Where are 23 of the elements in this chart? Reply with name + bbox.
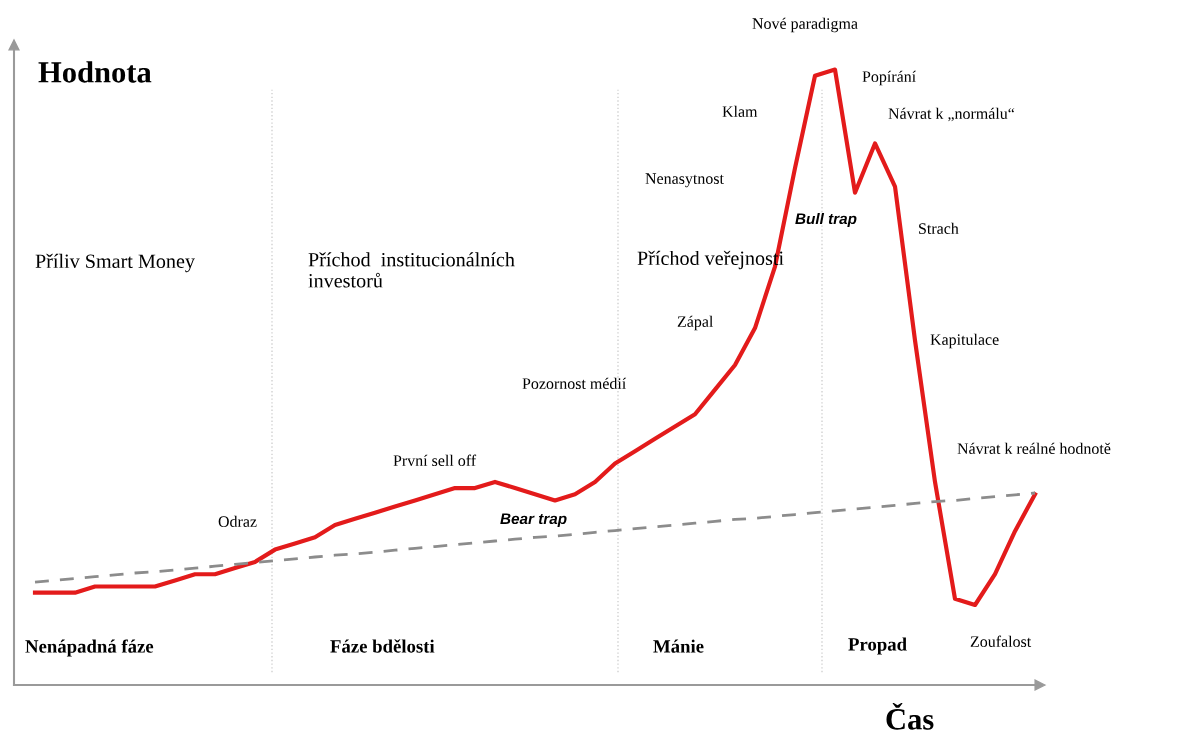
x-axis-title: Čas	[886, 702, 934, 730]
annotation: Pozornost médií	[522, 377, 627, 389]
annotation: Návrat k „normálu“	[888, 107, 1015, 122]
y-axis-title: Hodnota	[38, 61, 152, 83]
annotation: Kapitulace	[930, 333, 999, 349]
annotation: Strach	[919, 222, 959, 234]
annotation: Mánie	[653, 639, 704, 653]
annotation: Zoufalost	[970, 635, 1032, 647]
annotation: Fáze bdělosti	[330, 639, 435, 653]
annotation: Zápal	[677, 315, 714, 331]
annotation: Příchod institucionálních investorů	[308, 252, 515, 288]
annotation: Popírání	[862, 70, 916, 86]
annotation: První sell off	[393, 454, 477, 466]
annotation: Odraz	[218, 515, 257, 527]
annotation: Bull trap	[795, 212, 857, 228]
annotation: Propad	[848, 637, 907, 655]
text: Nové paradigma	[752, 17, 858, 33]
annotation: Nenasytnost	[645, 173, 724, 188]
annotation: Příliv Smart Money	[35, 253, 195, 273]
annotation: Návrat k reálné hodnotě	[957, 442, 1111, 454]
annotation: Klam	[722, 105, 758, 117]
annotation: Bear trap	[500, 513, 567, 528]
annotation: Nenápadná fáze	[25, 639, 154, 657]
